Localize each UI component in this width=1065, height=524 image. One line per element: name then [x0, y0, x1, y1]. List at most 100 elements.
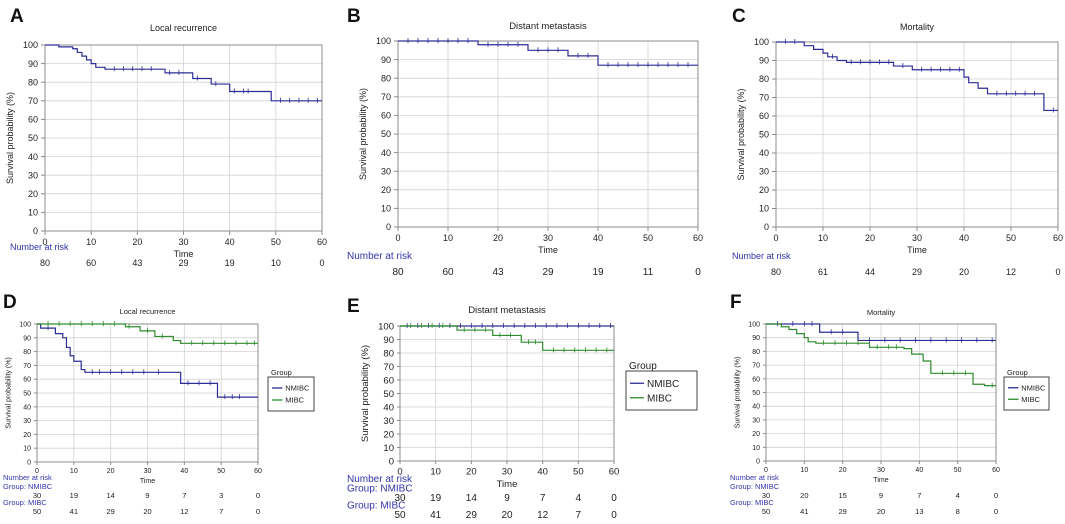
- y-axis-label-a: Survival probability (%): [5, 92, 15, 184]
- x-tick-label-c: 10: [818, 233, 828, 243]
- km-curve-d-mibc: [37, 323, 258, 344]
- panel-letter-f: F: [730, 292, 742, 313]
- y-tick-label-b: 40: [381, 148, 391, 158]
- x-tick-label-e: 50: [573, 467, 584, 478]
- risk-value-d: 19: [70, 491, 78, 500]
- risk-value-b: 80: [392, 267, 404, 278]
- panel-letter-a: A: [10, 6, 24, 27]
- risk-value-c: 0: [1055, 267, 1060, 277]
- y-tick-label-f: 20: [752, 431, 760, 438]
- x-tick-label-c: 20: [865, 233, 875, 243]
- y-tick-label-b: 100: [376, 36, 391, 46]
- km-curve-e-mibc: [400, 325, 614, 351]
- y-axis-label-b: Survival probability (%): [358, 88, 368, 180]
- risk-value-b: 19: [592, 267, 604, 278]
- km-curve-f-nmibc: [766, 323, 996, 342]
- y-tick-label-d: 50: [23, 390, 31, 397]
- y-tick-label-d: 70: [23, 363, 31, 370]
- risk-value-f: 20: [877, 507, 885, 516]
- x-tick-label-e: 20: [466, 467, 477, 478]
- y-tick-label-c: 20: [759, 185, 769, 195]
- x-tick-label-c: 60: [1053, 233, 1063, 243]
- risk-value-d: 7: [219, 507, 223, 516]
- y-tick-label-a: 0: [33, 226, 38, 236]
- risk-value-a: 29: [178, 258, 188, 268]
- x-tick-label-b: 50: [643, 233, 653, 243]
- risk-value-c: 44: [865, 267, 875, 277]
- panel-letter-b: B: [347, 6, 361, 27]
- km-curve-c-all: [776, 41, 1058, 112]
- y-tick-label-a: 30: [28, 170, 38, 180]
- risk-row-label-e: Group: MIBC: [347, 501, 405, 512]
- risk-value-d: 14: [106, 491, 114, 500]
- risk-row-label-d: Group: MIBC: [3, 498, 47, 507]
- risk-value-b: 43: [492, 267, 504, 278]
- y-tick-label-a: 60: [28, 115, 38, 125]
- y-tick-label-b: 80: [381, 73, 391, 83]
- y-tick-label-c: 0: [764, 222, 769, 232]
- panel-letter-c: C: [732, 6, 746, 27]
- x-tick-label-a: 40: [225, 237, 235, 247]
- y-tick-label-d: 10: [23, 446, 31, 453]
- y-tick-label-d: 0: [27, 459, 31, 466]
- y-tick-label-c: 90: [759, 56, 769, 66]
- x-tick-label-a: 60: [317, 237, 327, 247]
- y-tick-label-b: 30: [381, 166, 391, 176]
- y-tick-label-d: 60: [23, 377, 31, 384]
- y-tick-label-b: 50: [381, 129, 391, 139]
- risk-header-e: Number at risk: [347, 474, 413, 485]
- risk-value-f: 50: [762, 507, 770, 516]
- x-tick-label-c: 50: [1006, 233, 1016, 243]
- risk-value-e: 14: [466, 493, 478, 504]
- y-tick-label-e: 10: [383, 443, 394, 454]
- risk-value-e: 50: [394, 510, 406, 521]
- risk-value-e: 12: [537, 510, 549, 521]
- risk-value-f: 7: [917, 491, 921, 500]
- risk-row-label-e: Group: NMIBC: [347, 484, 413, 495]
- legend-label-f-nmibc: NMIBC: [1021, 383, 1046, 392]
- y-tick-label-f: 10: [752, 445, 760, 452]
- x-tick-label-e: 40: [537, 467, 548, 478]
- risk-value-e: 20: [501, 510, 513, 521]
- x-tick-label-b: 20: [493, 233, 503, 243]
- risk-value-a: 10: [271, 258, 281, 268]
- x-tick-label-f: 0: [764, 467, 768, 474]
- chart-title-e: Distant metastasis: [468, 305, 546, 316]
- legend-label-e-nmibc: NMIBC: [647, 379, 679, 390]
- y-tick-label-d: 80: [23, 349, 31, 356]
- y-tick-label-e: 20: [383, 429, 394, 440]
- legend-label-d-mibc: MIBC: [285, 396, 304, 405]
- km-curve-d-nmibc: [37, 323, 258, 398]
- y-tick-label-e: 90: [383, 335, 394, 346]
- y-tick-label-f: 60: [752, 376, 760, 383]
- y-tick-label-c: 10: [759, 204, 769, 214]
- x-tick-label-f: 20: [839, 467, 847, 474]
- risk-value-f: 9: [879, 491, 883, 500]
- y-tick-label-f: 90: [752, 335, 760, 342]
- x-tick-label-c: 0: [773, 233, 778, 243]
- y-tick-label-a: 90: [28, 59, 38, 69]
- x-axis-label-d: Time: [140, 478, 155, 485]
- risk-value-f: 8: [956, 507, 960, 516]
- y-axis-label-c: Survival probability (%): [736, 88, 746, 180]
- x-tick-label-b: 0: [395, 233, 400, 243]
- x-axis-label-c: Time: [907, 245, 927, 255]
- legend-label-f-mibc: MIBC: [1021, 395, 1040, 404]
- chart-title-a: Local recurrence: [150, 23, 217, 33]
- y-tick-label-f: 50: [752, 390, 760, 397]
- y-tick-label-f: 40: [752, 404, 760, 411]
- risk-value-d: 50: [33, 507, 41, 516]
- legend-title-e: Group: [629, 361, 657, 372]
- risk-value-f: 41: [800, 507, 808, 516]
- y-tick-label-c: 80: [759, 74, 769, 84]
- y-tick-label-f: 30: [752, 417, 760, 424]
- y-tick-label-b: 70: [381, 92, 391, 102]
- y-tick-label-d: 20: [23, 432, 31, 439]
- legend-box-f: [1003, 376, 1050, 411]
- risk-value-d: 30: [33, 491, 41, 500]
- risk-value-e: 0: [611, 493, 617, 504]
- y-tick-label-f: 100: [748, 321, 760, 328]
- y-tick-label-e: 80: [383, 348, 394, 359]
- risk-value-b: 60: [442, 267, 454, 278]
- chart-title-c: Mortality: [900, 22, 935, 32]
